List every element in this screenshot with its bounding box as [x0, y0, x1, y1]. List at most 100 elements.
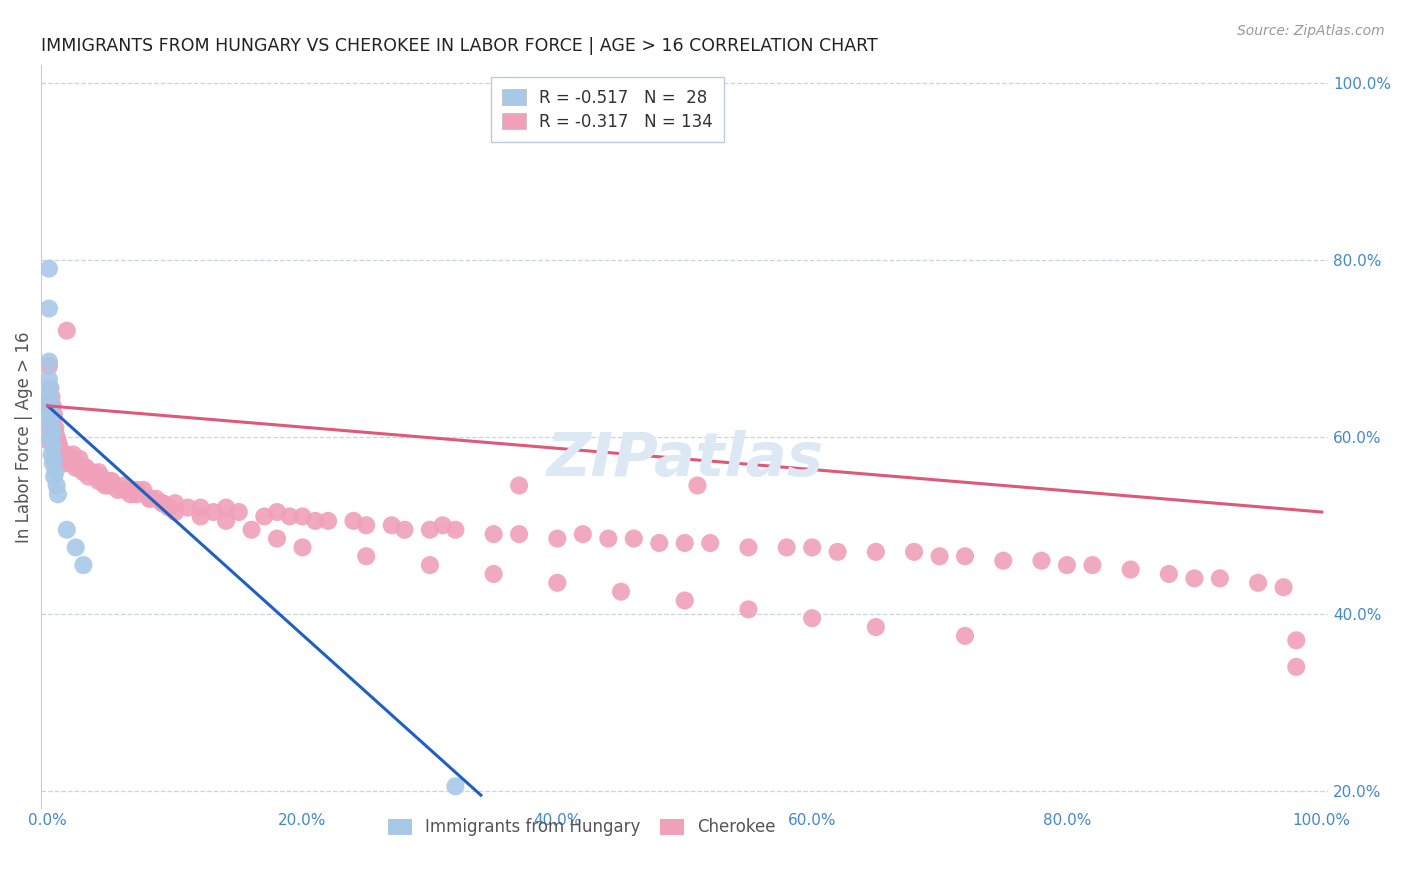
Point [97, 478, 120, 492]
Point [291, 509, 314, 524]
Point [215, 500, 238, 515]
Point [48, 439, 70, 453]
Point [150, 496, 173, 510]
Point [1031, 554, 1053, 568]
Point [1157, 566, 1180, 581]
Point [112, 478, 135, 492]
Point [354, 549, 377, 564]
Point [648, 536, 671, 550]
Point [827, 545, 849, 559]
Point [38, 359, 60, 373]
Point [394, 523, 416, 537]
Point [1209, 571, 1232, 585]
Point [953, 629, 976, 643]
Point [240, 523, 263, 537]
Point [56, 452, 79, 467]
Point [75, 460, 97, 475]
Point [46, 434, 69, 449]
Point [38, 399, 60, 413]
Point [87, 465, 110, 479]
Point [82, 465, 104, 479]
Point [145, 491, 167, 506]
Point [45, 430, 67, 444]
Point [56, 523, 79, 537]
Point [125, 483, 148, 497]
Point [45, 478, 67, 492]
Point [75, 460, 97, 475]
Point [228, 505, 250, 519]
Point [202, 505, 225, 519]
Point [48, 452, 70, 467]
Point [44, 465, 66, 479]
Point [65, 460, 87, 475]
Point [1285, 660, 1308, 674]
Point [381, 518, 404, 533]
Point [157, 500, 180, 515]
Point [42, 469, 65, 483]
Point [1081, 558, 1104, 573]
Point [482, 566, 505, 581]
Point [266, 505, 288, 519]
Point [46, 448, 69, 462]
Point [53, 456, 76, 470]
Point [1285, 633, 1308, 648]
Text: ZIPatlas: ZIPatlas [546, 430, 824, 489]
Point [673, 593, 696, 607]
Point [46, 487, 69, 501]
Point [291, 541, 314, 555]
Point [72, 558, 94, 573]
Point [342, 514, 364, 528]
Point [45, 443, 67, 458]
Text: Source: ZipAtlas.com: Source: ZipAtlas.com [1237, 24, 1385, 38]
Point [38, 354, 60, 368]
Point [354, 518, 377, 533]
Point [42, 452, 65, 467]
Point [59, 456, 82, 470]
Point [39, 430, 62, 444]
Point [38, 434, 60, 449]
Point [903, 545, 925, 559]
Point [419, 558, 441, 573]
Point [39, 394, 62, 409]
Point [266, 532, 288, 546]
Point [801, 541, 824, 555]
Point [610, 584, 633, 599]
Point [44, 421, 66, 435]
Point [150, 496, 173, 510]
Point [1056, 558, 1078, 573]
Point [215, 514, 238, 528]
Point [39, 381, 62, 395]
Point [316, 514, 339, 528]
Point [69, 452, 91, 467]
Point [39, 425, 62, 440]
Point [62, 452, 84, 467]
Point [42, 399, 65, 413]
Point [177, 500, 200, 515]
Point [87, 474, 110, 488]
Point [41, 408, 63, 422]
Point [482, 527, 505, 541]
Point [190, 500, 212, 515]
Point [41, 430, 63, 444]
Point [52, 452, 75, 467]
Point [993, 554, 1015, 568]
Point [94, 478, 117, 492]
Point [42, 417, 65, 431]
Point [673, 536, 696, 550]
Point [56, 324, 79, 338]
Point [41, 408, 63, 422]
Point [278, 509, 301, 524]
Point [1182, 571, 1205, 585]
Point [69, 460, 91, 475]
Point [444, 780, 467, 794]
Point [42, 408, 65, 422]
Point [100, 474, 122, 488]
Point [1247, 575, 1270, 590]
Point [865, 545, 887, 559]
Point [190, 509, 212, 524]
Point [572, 527, 595, 541]
Point [100, 474, 122, 488]
Point [42, 439, 65, 453]
Point [1272, 580, 1295, 594]
Point [38, 372, 60, 386]
